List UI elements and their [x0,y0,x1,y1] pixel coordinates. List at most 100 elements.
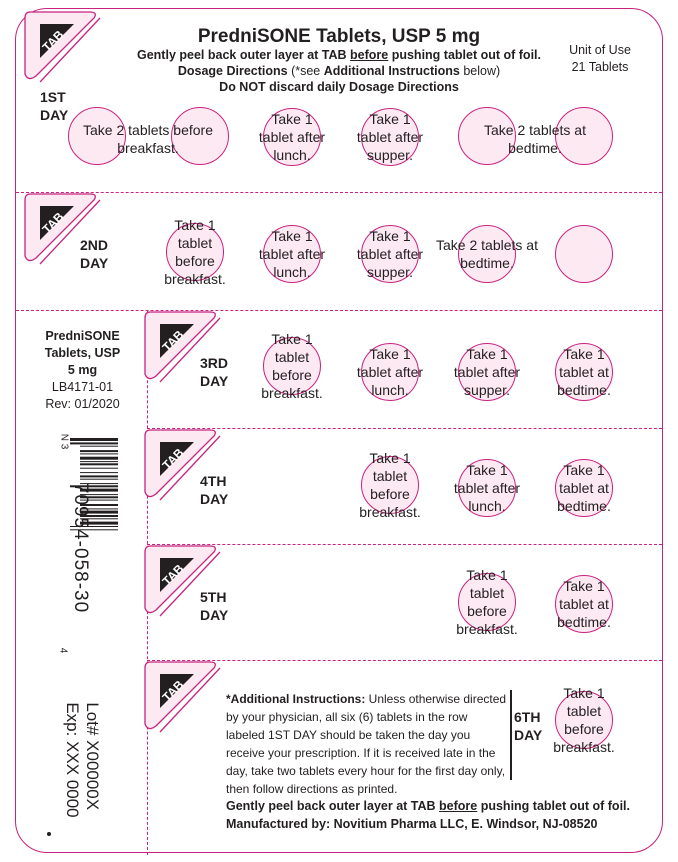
additional-instructions: *Additional Instructions: Unless otherwi… [226,690,508,798]
tab-graphic: TAB [144,311,221,383]
dose-instruction: Take 1 tablet before breakfast. [553,685,615,755]
day-label: 6TH DAY [514,708,542,744]
perforation [16,310,662,311]
barcode-bar [70,438,118,441]
peel-tab[interactable]: TAB [22,192,101,265]
dose-instruction: bedtime. [508,140,562,156]
side-product-strength: 5 mg [67,363,98,377]
dose-instruction: Take 1 tablet after lunch. [453,462,521,514]
lot-exp: Lot# X00000X Exp: XXX 0000 [62,702,102,817]
peel-emphasis: before [350,48,389,62]
peel-tab[interactable]: TAB [22,10,101,83]
barcode-bar [80,463,118,466]
barcode-bar [70,526,118,527]
dose-instruction: Take 1 tablet before breakfast. [164,217,226,287]
dose-instruction: Take 2 tablets at [484,122,586,138]
dose-instruction: Take 1 tablet before breakfast. [261,331,323,401]
dose-instruction: Take 1 tablet before breakfast. [456,567,518,637]
dosage-a: Dosage Directions [177,64,288,78]
peel-instruction: Gently peel back outer layer at TAB befo… [0,48,678,62]
tablet-blister[interactable] [555,691,613,749]
barcode-bar [80,445,118,447]
dose-instruction: Take 1 tablet before breakfast. [359,450,421,520]
barcode-bar [80,521,118,525]
dose-instruction: Take 1 tablet after supper. [453,346,521,398]
tab-graphic: TAB [24,193,101,265]
tablet-blister[interactable] [555,575,613,633]
tablet-blister[interactable] [458,343,516,401]
manufacturer: Manufactured by: Novitium Pharma LLC, E.… [226,817,598,831]
barcode-bar [80,518,118,520]
tablet-blister[interactable] [555,459,613,517]
tablet-blister[interactable] [555,343,613,401]
barcode-bar [80,461,118,463]
dose-instruction: Take 1 tablet at bedtime. [557,462,611,514]
peel-text-end: pushing tablet out of foil. [388,48,541,62]
tab-graphic: TAB [144,429,221,501]
expiration-date: Exp: XXX 0000 [63,702,82,818]
dose-instruction: Take 1 tablet after supper. [356,111,424,163]
discard-warning: Do NOT discard daily Dosage Directions [219,80,459,94]
peel-text: Gently peel back outer layer at TAB [137,48,351,62]
tablet-blister[interactable] [263,337,321,395]
tablet-blister[interactable] [361,108,419,166]
dosage-c: Additional Instructions [323,64,460,78]
tablet-blister[interactable] [458,459,516,517]
peel-tab[interactable]: TAB [142,660,221,733]
barcode-bar [80,453,118,455]
day-word: DAY [200,373,229,389]
tablet-blister[interactable] [263,108,321,166]
perforation [147,544,662,545]
day-label: 4TH DAY [200,472,228,508]
tablet-blister[interactable] [555,107,613,165]
tablet-blister[interactable] [458,573,516,631]
day-label: 2ND DAY [80,236,108,272]
day-word: DAY [514,727,543,743]
day-number: 6TH [514,709,541,725]
side-product-form: Tablets, USP [44,346,121,360]
tablet-blister[interactable] [171,107,229,165]
divider [510,690,512,780]
tablet-blister[interactable] [458,225,516,283]
peel-tab[interactable]: TAB [142,428,221,501]
barcode-bar [80,456,118,460]
tablet-blister[interactable] [458,107,516,165]
tablet-blister[interactable] [361,225,419,283]
side-product-name: PredniSONE [45,329,120,343]
tablet-blister[interactable] [166,223,224,281]
dose-instruction: Take 1 tablet after lunch. [258,228,326,280]
dose-instruction: Take 1 tablet at bedtime. [557,578,611,630]
barcode [70,438,118,531]
dosage-directions: Dosage Directions (*see Additional Instr… [0,64,678,78]
tablet-blister[interactable] [361,343,419,401]
day-word: DAY [40,107,69,123]
dose-instruction: Take 2 tablets at bedtime. [436,237,538,271]
peel-emphasis: before [439,799,478,813]
tab-graphic: TAB [24,11,101,83]
day-number: 4TH [200,473,227,489]
dot [47,832,51,836]
barcode-bar [70,442,118,445]
barcode-bar [80,472,118,474]
barcode-bar [80,475,118,478]
day-number: 1ST [40,89,66,105]
card-border [15,8,663,853]
barcode-bar [80,515,118,517]
day-word: DAY [200,607,229,623]
tablet-blister[interactable] [361,456,419,514]
dose-instruction: Take 2 tablets before [83,122,213,138]
tablet-blister[interactable] [68,107,126,165]
unit-label: Unit of Use [569,43,631,57]
peel-tab[interactable]: TAB [142,310,221,383]
barcode-bar [80,483,118,485]
tab-graphic: TAB [144,545,221,617]
tablet-blister[interactable] [263,225,321,283]
peel-tab[interactable]: TAB [142,544,221,617]
revision: Rev: 01/2020 [45,397,120,411]
lot-number: Lot# X00000X [83,702,102,811]
ndc-check-digit: 4 [57,647,69,654]
tablet-blister[interactable] [555,225,613,283]
additional-body: Unless otherwise directed by your physic… [226,692,507,796]
ndc-number: 70954-058-30 [70,482,91,614]
perforation [16,192,662,193]
